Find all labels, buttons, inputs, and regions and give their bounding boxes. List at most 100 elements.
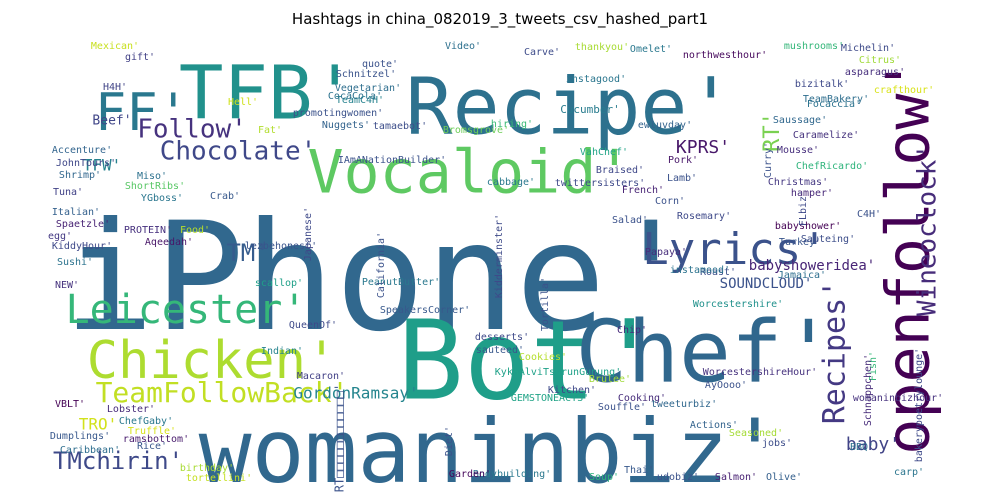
word-26: TRO' xyxy=(79,415,118,434)
word-36: Citrus' xyxy=(859,55,901,66)
word-85: Dumplings' xyxy=(50,431,110,442)
word-151: Tortilla' xyxy=(540,277,551,331)
word-11: Leicester' xyxy=(66,287,307,333)
word-129: Rosemary' xyxy=(677,211,731,222)
word-12: Chocolate' xyxy=(160,137,317,167)
word-105: Bromsgrove' xyxy=(443,125,509,136)
word-87: ChefGaby' xyxy=(119,416,173,427)
word-150: Kidderminster' xyxy=(494,214,505,298)
word-55: udobiz' xyxy=(657,472,699,483)
word-154: FLbiz' xyxy=(798,190,809,226)
word-114: hiring' xyxy=(491,119,533,130)
word-7: Vocaloid' xyxy=(307,138,632,208)
word-14: Recipes' xyxy=(818,280,853,425)
word-155: C4H' xyxy=(857,209,881,220)
word-126: Lamb' xyxy=(667,173,697,184)
word-41: Sauteing' xyxy=(801,234,855,245)
word-146: womaninbizhour' xyxy=(853,393,943,404)
word-25: TFW' xyxy=(83,156,122,175)
word-88: VBLT' xyxy=(55,399,85,410)
word-75: JohnTours' xyxy=(56,158,116,169)
word-143: Fish' xyxy=(868,351,879,381)
word-47: Souffle' xyxy=(598,402,646,413)
word-76: Accenture' xyxy=(52,145,112,156)
word-109: thankyou' xyxy=(575,42,629,53)
word-91: Caribbean' xyxy=(60,445,120,456)
word-32: Caramelize' xyxy=(793,130,859,141)
word-127: French' xyxy=(622,185,664,196)
word-78: Italian' xyxy=(52,207,100,218)
word-2: Chef' xyxy=(576,302,835,402)
word-113: instagood' xyxy=(566,74,626,85)
word-96: gift' xyxy=(125,52,155,63)
word-80: egg' xyxy=(48,231,72,242)
word-38: Christmas' xyxy=(768,177,828,188)
word-58: carp' xyxy=(894,467,924,478)
word-48: Cooking' xyxy=(618,393,666,404)
word-57: Olive' xyxy=(766,472,802,483)
word-60: jobs' xyxy=(762,438,792,449)
word-0: iPhone' xyxy=(64,191,696,365)
word-15: Wineoclock' xyxy=(913,144,943,316)
word-117: crafthour' xyxy=(874,85,934,96)
word-130: Salad' xyxy=(612,215,648,226)
word-70: YGboss' xyxy=(141,193,183,204)
word-133: IAmANationBuilder' xyxy=(338,155,446,166)
word-93: birthday' xyxy=(180,463,234,474)
word-101: TeamC4H' xyxy=(336,95,384,106)
word-142: Seasoned' xyxy=(729,428,783,439)
word-37: hamper' xyxy=(791,188,833,199)
word-86: Lobster' xyxy=(107,404,155,415)
word-31: Saussage' xyxy=(773,115,827,126)
word-24: SOUNDCLOUD' xyxy=(720,276,813,292)
word-121: VahChef' xyxy=(580,147,628,158)
word-33: Focaccia' xyxy=(807,99,861,110)
word-107: Video' xyxy=(445,41,481,52)
word-45: WorcestershireHour' xyxy=(703,367,817,378)
word-64: QueenOf' xyxy=(289,320,337,331)
word-103: Nuggets' xyxy=(322,120,370,131)
word-152: California' xyxy=(376,232,387,298)
word-35: Michelin' xyxy=(841,43,895,54)
word-84: NEW' xyxy=(55,280,79,291)
word-65: Indian' xyxy=(261,346,303,357)
word-69: PROTEIN' xyxy=(124,225,172,236)
word-29: Schnitzel' xyxy=(336,69,396,80)
word-21: RT' xyxy=(760,112,785,152)
word-89: Truffle' xyxy=(128,426,176,437)
word-40: Turkey' xyxy=(779,237,821,248)
word-56: Salmon' xyxy=(715,472,757,483)
word-141: AyOooo' xyxy=(705,380,747,391)
word-53: Soup' xyxy=(589,472,619,483)
word-122: Braised' xyxy=(596,165,644,176)
word-108: Carve' xyxy=(524,47,560,58)
word-90: ramsbottom' xyxy=(123,434,189,445)
word-52: Garden' xyxy=(449,469,491,480)
word-67: lezbehonest' xyxy=(245,241,317,252)
word-92: Rice' xyxy=(137,441,167,452)
word-120: ChefRicardo' xyxy=(796,161,868,172)
word-46: Kitchen' xyxy=(548,385,596,396)
word-134: PeanutButter' xyxy=(362,277,440,288)
word-124: twittersisters' xyxy=(555,178,645,189)
word-63: Macaron' xyxy=(297,371,345,382)
word-137: sauteed' xyxy=(476,345,524,356)
word-115: bizitalk' xyxy=(795,79,849,90)
word-13: TeamFollowBack' xyxy=(96,376,349,409)
word-20: KPRS' xyxy=(676,137,730,158)
word-9: FF' xyxy=(95,83,189,143)
word-83: Sushi' xyxy=(57,257,93,268)
word-61: Actions' xyxy=(690,420,738,431)
chart-title: Hashtags in china_082019_3_tweets_csv_ha… xyxy=(291,10,709,28)
word-30: Cucumber' xyxy=(560,103,620,116)
word-51: Bodybuilding' xyxy=(473,469,551,480)
word-100: promotingwomen' xyxy=(293,108,383,119)
word-6: openfollow' xyxy=(874,57,944,454)
word-136: desserts' xyxy=(475,332,529,343)
word-148: Japanese' xyxy=(303,207,314,261)
word-50: tweeturbiz' xyxy=(651,399,717,410)
word-102: CocaCola' xyxy=(328,91,382,102)
word-94: tortellini' xyxy=(186,473,252,484)
